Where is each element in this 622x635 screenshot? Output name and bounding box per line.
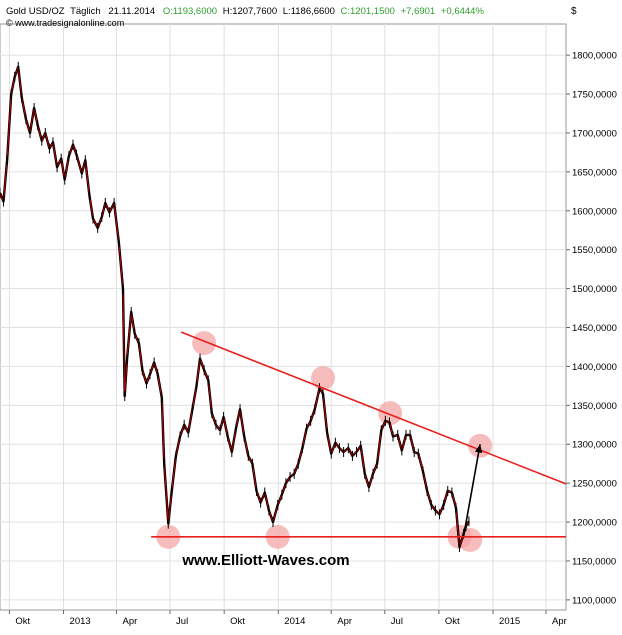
header-symbol: Gold USD/OZ: [6, 6, 65, 17]
x-tick-label: Jul: [391, 616, 403, 627]
y-tick-label: 1400,0000: [572, 362, 617, 373]
x-tick-label: Okt: [445, 616, 460, 627]
trend-lines: [151, 331, 567, 538]
price-layer: [0, 61, 470, 552]
header-low: L:1186,6600: [283, 6, 335, 17]
header-copyright: © www.tradesignalonline.com: [6, 18, 124, 28]
y-tick-label: 1500,0000: [572, 284, 617, 295]
header-change: +7,6901: [401, 6, 436, 17]
x-tick-label: Apr: [122, 616, 137, 627]
header-close: C:1201,1500: [341, 6, 395, 17]
x-axis: Okt 2013 Apr Jul Okt 2014 Apr Jul Okt 2015 Apr: [8, 610, 567, 627]
y-tick-label: 1800,0000: [572, 51, 617, 62]
y-axis: 1100,0000 1150,0000 1200,0000 1250,0000 1300…: [566, 51, 617, 606]
y-tick-label: 1250,0000: [572, 479, 617, 490]
y-tick-label: 1700,0000: [572, 128, 617, 139]
y-tick-label: 1750,0000: [572, 90, 617, 101]
header-high: H:1207,7600: [223, 6, 277, 17]
y-tick-label: 1650,0000: [572, 167, 617, 178]
y-tick-label: 1300,0000: [572, 440, 617, 451]
x-tick-label: Okt: [15, 616, 30, 627]
header-change-pct: +0,6444%: [441, 6, 485, 17]
y-tick-label: 1550,0000: [572, 245, 617, 256]
x-tick-label: 2015: [499, 616, 520, 627]
y-tick-label: 1600,0000: [572, 206, 617, 217]
y-tick-label: 1150,0000: [572, 556, 616, 567]
header-frequency: Täglich: [70, 6, 101, 17]
y-tick-label: 1100,0000: [572, 595, 616, 606]
highlight-marker: [192, 331, 217, 356]
x-tick-label: Apr: [337, 616, 352, 627]
x-tick-label: 2013: [70, 616, 91, 627]
header: Gold USD/OZ Täglich 21.11.2014 O:1193,60…: [6, 6, 577, 28]
highlight-marker: [311, 366, 336, 391]
x-tick-label: 2014: [284, 616, 305, 627]
header-open: O:1193,6000: [163, 6, 217, 17]
x-tick-label: Okt: [230, 616, 245, 627]
header-close-group: O:1193,6000: [163, 6, 217, 17]
highlight-marker: [378, 401, 403, 426]
watermark: www.Elliott-Waves.com: [181, 552, 349, 569]
currency-label: $: [571, 6, 577, 17]
y-tick-label: 1350,0000: [572, 401, 617, 412]
header-date: 21.11.2014: [108, 6, 155, 17]
forecast-arrow-head: [475, 444, 483, 453]
resistance-trendline: [180, 331, 567, 485]
y-tick-label: 1200,0000: [572, 518, 617, 529]
svg-text:Gold USD/OZ Täglich: Gold USD/OZ Täglich 21.11.2014 O:1193,60…: [6, 6, 484, 17]
plot-frame: [0, 23, 567, 611]
forecast-arrow: [462, 444, 481, 537]
x-tick-label: Jul: [176, 616, 188, 627]
x-tick-label: Apr: [552, 616, 567, 627]
y-tick-label: 1450,0000: [572, 323, 617, 334]
